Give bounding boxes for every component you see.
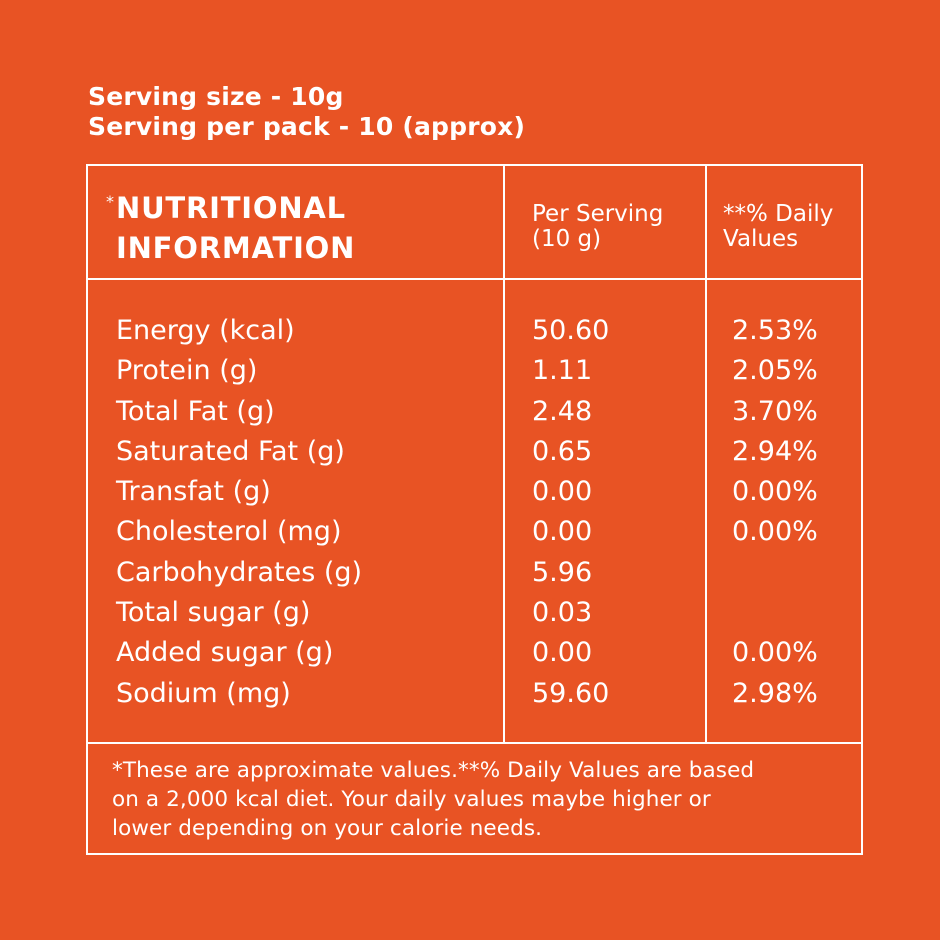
- per-serving-value: 1.11: [532, 355, 593, 387]
- nutrient-name: Saturated Fat (g): [116, 435, 345, 467]
- per-serving-header-line-1: Per Serving: [532, 201, 664, 227]
- daily-value: 2.98%: [732, 677, 818, 709]
- footnote-line-3: lower depending on your calorie needs.: [112, 816, 543, 841]
- nutrient-name: Carbohydrates (g): [116, 556, 363, 588]
- daily-value: 2.53%: [732, 315, 818, 346]
- table-row: Transfat (g) 0.00 0.00%: [88, 472, 861, 512]
- daily-value: 0.00%: [732, 516, 818, 548]
- column-divider: [503, 166, 505, 744]
- daily-value: 2.94%: [732, 435, 818, 467]
- table-row: Energy (kcal) 50.60 2.53%: [88, 311, 861, 351]
- table-row: Carbohydrates (g) 5.96: [88, 553, 861, 593]
- column-divider: [705, 166, 707, 744]
- nutrient-name: Sodium (mg): [116, 677, 291, 709]
- per-serving-value: 59.60: [532, 677, 610, 709]
- nutrient-name: Total Fat (g): [116, 395, 275, 427]
- per-serving-value: 0.00: [532, 516, 593, 548]
- daily-value: 0.00%: [732, 637, 818, 669]
- table-row: Sodium (mg) 59.60 2.98%: [88, 674, 861, 714]
- table-row: Saturated Fat (g) 0.65 2.94%: [88, 432, 861, 472]
- per-serving-value: 0.03: [532, 597, 593, 629]
- per-serving-value: 5.96: [532, 556, 593, 588]
- per-serving-value: 0.65: [532, 435, 593, 467]
- footnote: *These are approximate values.**% Daily …: [112, 756, 852, 843]
- nutrition-table: * NUTRITIONAL INFORMATION Per Serving (1…: [86, 164, 863, 855]
- daily-values-header-line-2: Values: [723, 226, 799, 252]
- daily-value: 2.05%: [732, 355, 818, 387]
- nutrient-name: Transfat (g): [116, 476, 271, 508]
- footer-divider: [88, 742, 861, 744]
- table-row: Total sugar (g) 0.03: [88, 593, 861, 633]
- title-line-2: INFORMATION: [116, 231, 356, 265]
- daily-values-header-line-1: **% Daily: [723, 201, 834, 227]
- per-serving-value: 0.00: [532, 637, 593, 669]
- per-serving-value: 2.48: [532, 395, 593, 427]
- per-serving-header-line-2: (10 g): [532, 226, 602, 252]
- nutrient-name: Total sugar (g): [116, 597, 311, 629]
- table-title: * NUTRITIONAL INFORMATION: [106, 188, 356, 268]
- nutrient-name: Cholesterol (mg): [116, 516, 342, 548]
- serving-size: Serving size - 10g: [88, 82, 344, 111]
- nutrient-name: Protein (g): [116, 355, 258, 387]
- nutrient-name: Added sugar (g): [116, 637, 334, 669]
- servings-per-pack: Serving per pack - 10 (approx): [88, 112, 526, 141]
- title-line-1: NUTRITIONAL: [116, 191, 346, 225]
- title-asterisk: *: [106, 192, 115, 211]
- per-serving-value: 0.00: [532, 476, 593, 508]
- header-divider: [88, 278, 861, 280]
- daily-values-header: **% Daily Values: [723, 202, 833, 252]
- table-row: Added sugar (g) 0.00 0.00%: [88, 633, 861, 673]
- daily-value: 3.70%: [732, 395, 818, 427]
- per-serving-header: Per Serving (10 g): [532, 202, 663, 252]
- table-row: Protein (g) 1.11 2.05%: [88, 351, 861, 391]
- table-row: Cholesterol (mg) 0.00 0.00%: [88, 512, 861, 552]
- footnote-line-2: on a 2,000 kcal diet. Your daily values …: [112, 787, 711, 812]
- nutrient-rows: Energy (kcal) 50.60 2.53% Protein (g) 1.…: [88, 311, 861, 714]
- footnote-line-1: *These are approximate values.**% Daily …: [112, 758, 755, 783]
- daily-value: 0.00%: [732, 476, 818, 508]
- table-row: Total Fat (g) 2.48 3.70%: [88, 392, 861, 432]
- per-serving-value: 50.60: [532, 315, 610, 346]
- serving-info: Serving size - 10g Serving per pack - 10…: [88, 82, 525, 142]
- nutrient-name: Energy (kcal): [116, 315, 295, 346]
